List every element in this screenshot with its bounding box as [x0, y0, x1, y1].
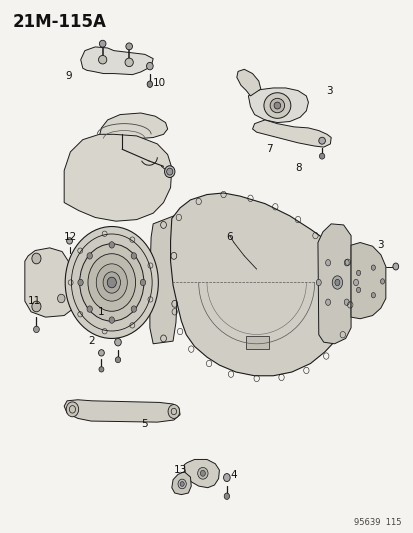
Ellipse shape [146, 62, 153, 70]
Ellipse shape [166, 168, 173, 175]
Ellipse shape [125, 58, 133, 67]
Text: 7: 7 [265, 144, 272, 154]
Text: 6: 6 [226, 232, 233, 242]
Text: 8: 8 [294, 163, 301, 173]
Text: 12: 12 [64, 232, 77, 242]
Ellipse shape [109, 317, 114, 324]
Ellipse shape [380, 279, 384, 284]
Text: 4: 4 [230, 471, 237, 480]
Ellipse shape [33, 326, 39, 333]
Ellipse shape [126, 43, 132, 50]
Polygon shape [171, 472, 191, 495]
Text: 1: 1 [98, 307, 104, 317]
Ellipse shape [115, 357, 121, 362]
Ellipse shape [79, 244, 144, 321]
Ellipse shape [270, 98, 284, 112]
Ellipse shape [370, 265, 375, 270]
Ellipse shape [180, 482, 184, 486]
Polygon shape [25, 248, 74, 317]
Polygon shape [64, 400, 180, 422]
Ellipse shape [316, 279, 320, 286]
Ellipse shape [114, 338, 121, 346]
Polygon shape [252, 120, 330, 147]
Ellipse shape [65, 227, 158, 338]
Polygon shape [248, 88, 308, 123]
Text: 5: 5 [141, 419, 148, 429]
Ellipse shape [370, 293, 375, 298]
Ellipse shape [343, 299, 348, 305]
Ellipse shape [147, 81, 152, 87]
Polygon shape [246, 336, 268, 349]
Ellipse shape [87, 253, 92, 259]
Text: 95639  115: 95639 115 [353, 518, 401, 527]
Ellipse shape [78, 279, 83, 286]
Ellipse shape [223, 474, 230, 482]
Ellipse shape [66, 238, 72, 244]
Ellipse shape [392, 263, 398, 270]
Ellipse shape [273, 102, 280, 109]
Ellipse shape [131, 306, 136, 312]
Ellipse shape [168, 405, 179, 418]
Ellipse shape [164, 166, 175, 177]
Ellipse shape [178, 479, 186, 489]
Ellipse shape [319, 154, 324, 159]
Ellipse shape [131, 253, 136, 259]
Ellipse shape [99, 367, 104, 372]
Polygon shape [317, 224, 350, 344]
Ellipse shape [98, 55, 107, 64]
Polygon shape [99, 113, 167, 139]
Text: 2: 2 [88, 336, 94, 346]
Ellipse shape [200, 471, 205, 477]
Ellipse shape [88, 254, 135, 311]
Ellipse shape [263, 93, 290, 118]
Ellipse shape [334, 279, 339, 286]
Ellipse shape [140, 279, 145, 286]
Ellipse shape [66, 402, 78, 417]
Ellipse shape [353, 279, 358, 286]
Ellipse shape [57, 294, 65, 303]
Ellipse shape [356, 270, 360, 276]
Text: 11: 11 [27, 296, 40, 306]
Ellipse shape [103, 272, 120, 293]
Ellipse shape [318, 137, 325, 144]
Text: 21M-115A: 21M-115A [12, 13, 106, 31]
Polygon shape [170, 193, 350, 376]
Ellipse shape [109, 241, 114, 248]
Polygon shape [184, 459, 219, 488]
Ellipse shape [96, 264, 127, 301]
Ellipse shape [99, 40, 106, 47]
Ellipse shape [98, 350, 104, 356]
Ellipse shape [197, 467, 207, 479]
Ellipse shape [87, 306, 92, 312]
Ellipse shape [356, 287, 360, 293]
Ellipse shape [343, 260, 348, 266]
Ellipse shape [331, 276, 342, 289]
Polygon shape [350, 243, 385, 319]
Ellipse shape [32, 253, 41, 264]
Ellipse shape [32, 301, 41, 312]
Polygon shape [236, 69, 260, 96]
Ellipse shape [71, 234, 152, 331]
Text: 3: 3 [377, 240, 383, 250]
Ellipse shape [107, 277, 116, 288]
Text: 10: 10 [152, 78, 166, 87]
Polygon shape [64, 134, 171, 221]
Text: 13: 13 [173, 465, 186, 475]
Ellipse shape [325, 260, 330, 266]
Text: 9: 9 [65, 71, 71, 80]
Polygon shape [150, 216, 178, 344]
Text: 3: 3 [325, 86, 332, 95]
Ellipse shape [224, 493, 229, 499]
Polygon shape [81, 47, 153, 75]
Ellipse shape [325, 299, 330, 305]
